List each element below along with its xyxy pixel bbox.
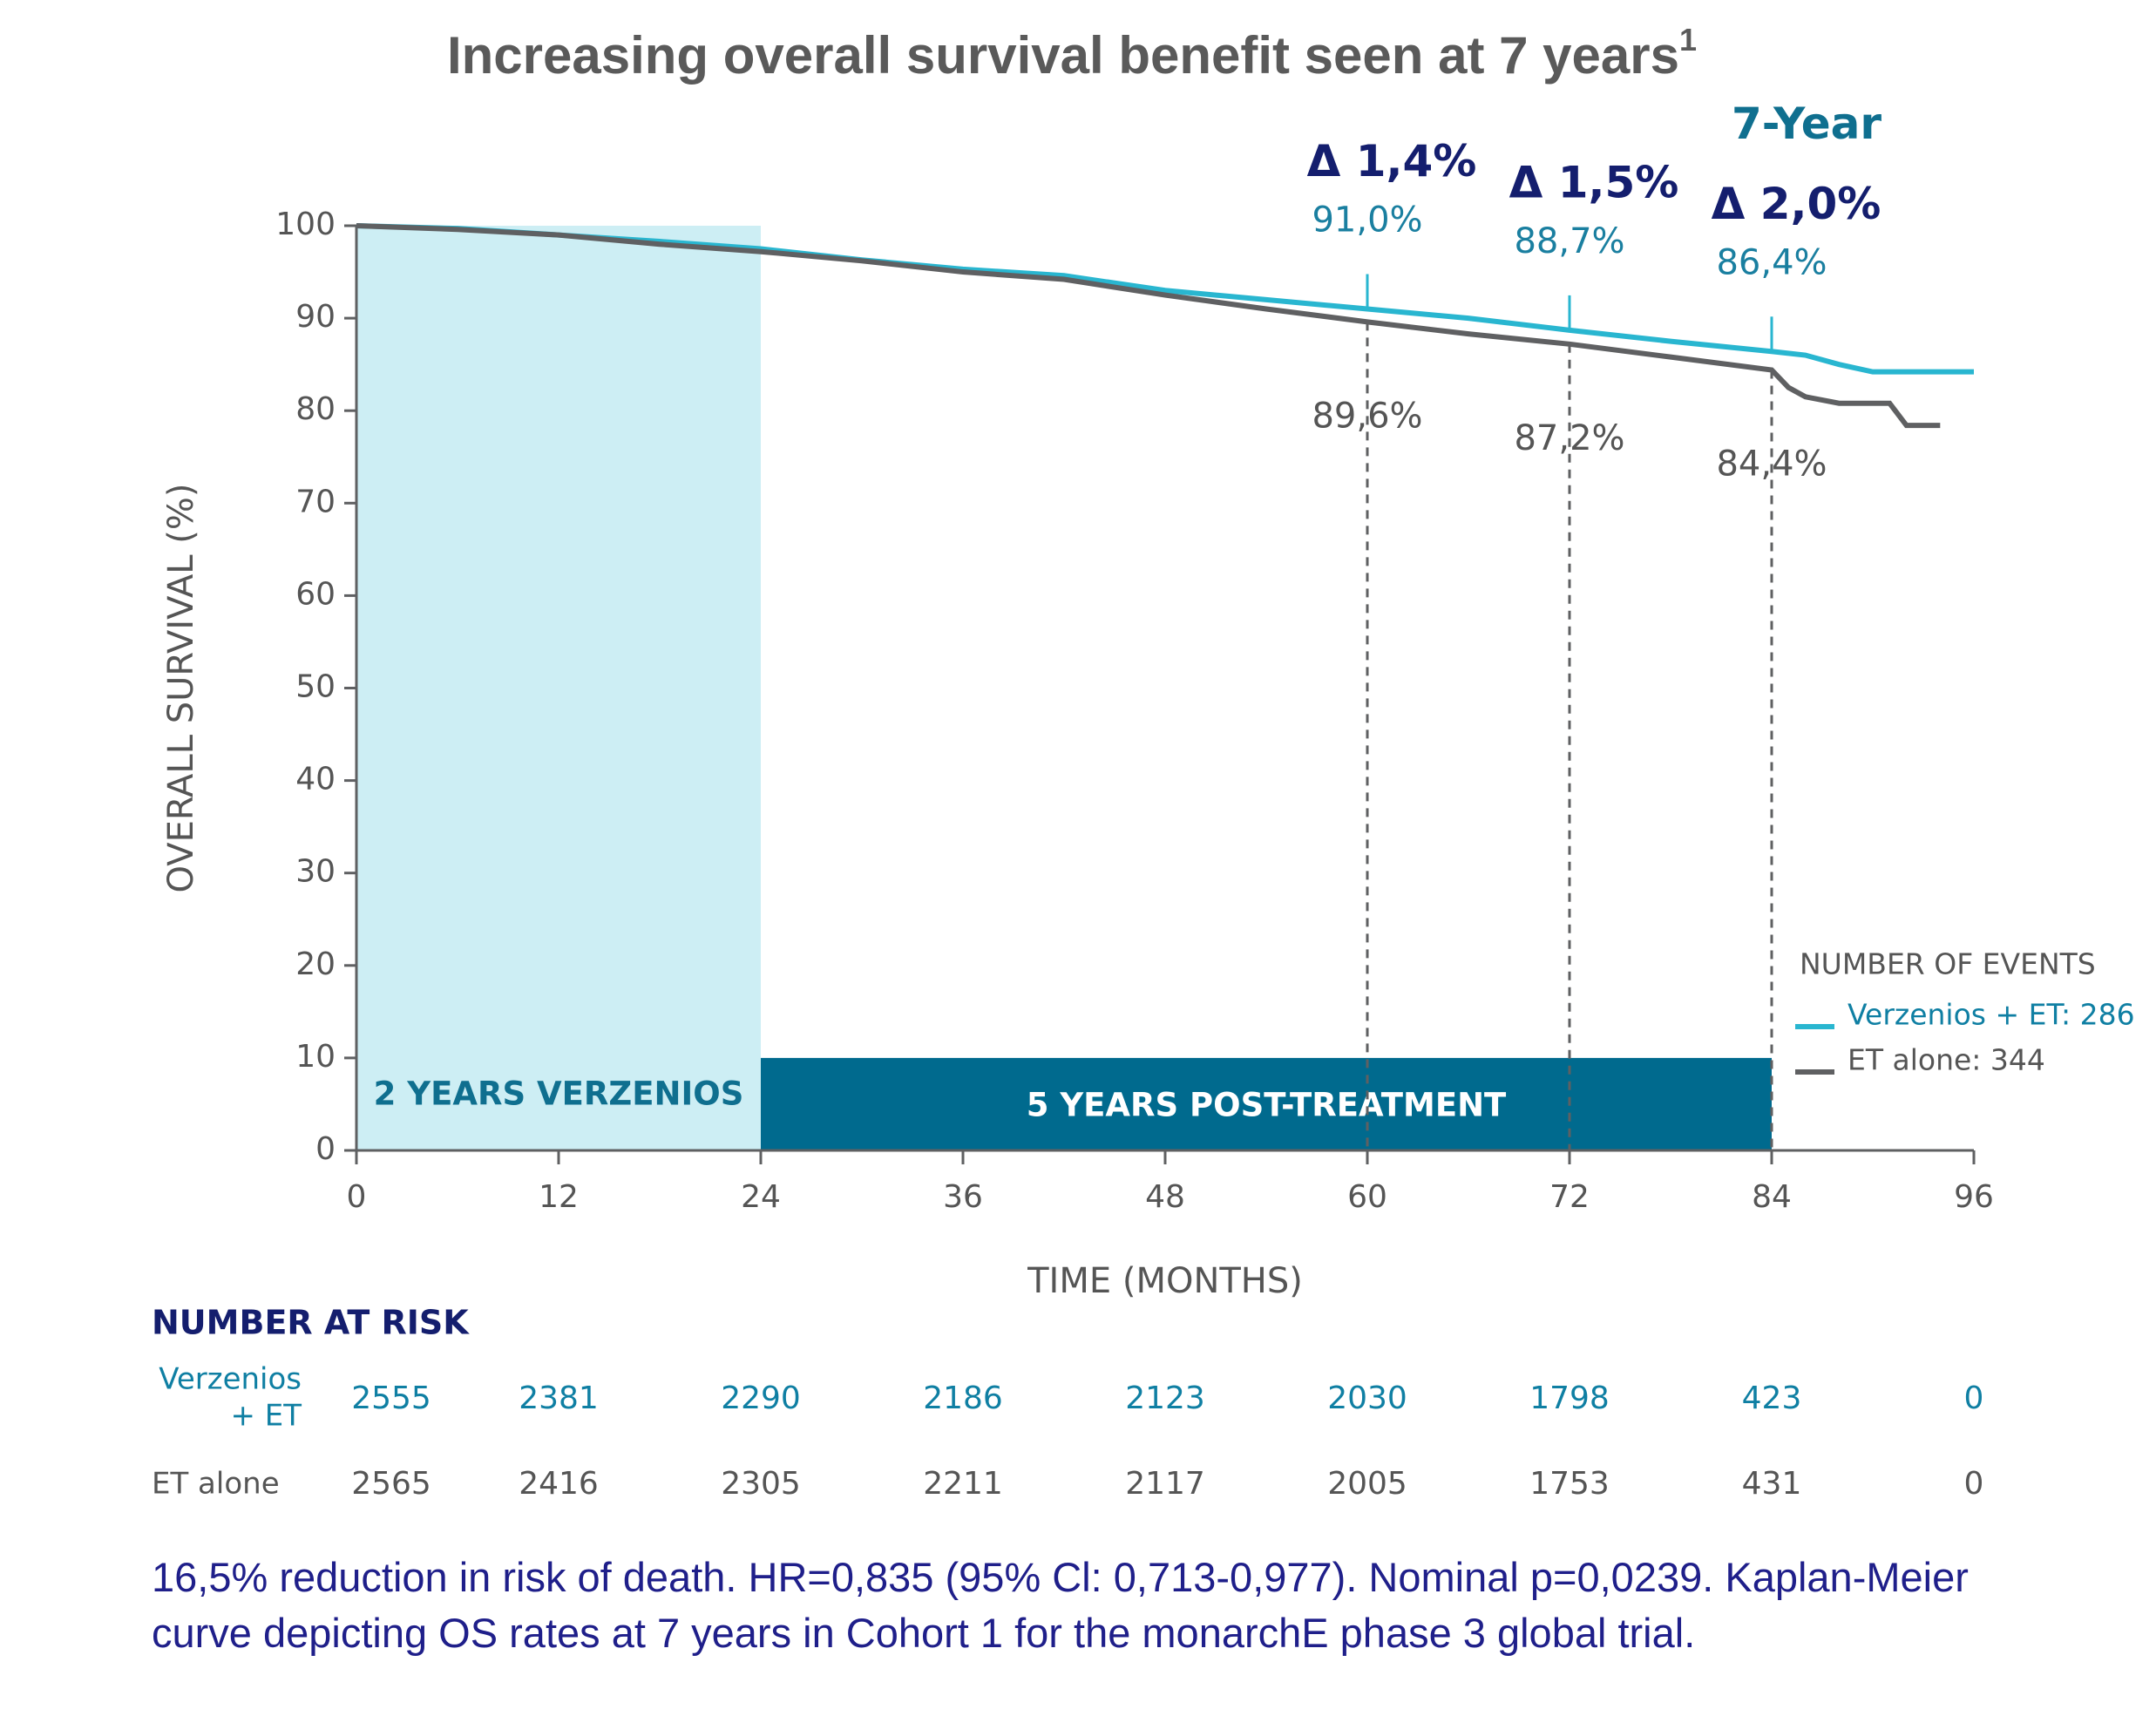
risk-value: 1798 — [1529, 1380, 1610, 1416]
y-tick-label: 40 — [295, 762, 336, 797]
legend-label: Verzenios + ET: 286 — [1848, 998, 2135, 1032]
y-tick-label: 0 — [315, 1131, 336, 1167]
period-band — [761, 1057, 1772, 1150]
x-tick-label: 96 — [1954, 1179, 1994, 1215]
risk-value: 2005 — [1327, 1466, 1407, 1502]
risk-row-label: + ET — [230, 1399, 302, 1434]
survival-curve — [356, 223, 1974, 375]
risk-title: NUMBER AT RISK — [152, 1304, 470, 1342]
risk-value: 2117 — [1125, 1466, 1205, 1502]
period-band — [356, 226, 761, 1150]
annotation-upper: 88,7% — [1514, 221, 1624, 261]
period-label: 5 YEARS POST-TREATMENT — [1027, 1087, 1507, 1124]
annotation-delta: Δ 1,5% — [1509, 157, 1679, 207]
x-tick-label: 24 — [741, 1179, 781, 1215]
x-tick-label: 48 — [1145, 1179, 1185, 1215]
y-tick-label: 20 — [295, 946, 336, 982]
risk-row-label: Verzenios — [159, 1362, 302, 1397]
title-text: Increasing overall survival benefit seen… — [447, 26, 1679, 85]
legend-label: ET alone: 344 — [1848, 1043, 2045, 1077]
x-tick-label: 0 — [347, 1179, 367, 1215]
y-tick-label: 90 — [295, 299, 336, 335]
annotation-lower: 87,2% — [1514, 418, 1624, 458]
y-axis-title: OVERALL SURVIVAL (%) — [161, 483, 201, 892]
risk-value: 2565 — [351, 1466, 431, 1502]
risk-value: 0 — [1964, 1380, 1984, 1416]
y-tick-label: 10 — [295, 1039, 336, 1075]
risk-value: 2123 — [1125, 1380, 1205, 1416]
risk-value: 2305 — [721, 1466, 801, 1502]
legend-title: NUMBER OF EVENTS — [1800, 947, 2096, 981]
annotation-delta: Δ 1,4% — [1307, 136, 1477, 187]
x-tick-label: 12 — [539, 1179, 579, 1215]
annotation-header: 7-Year — [1732, 98, 1881, 149]
period-label: 2 YEARS VERZENIOS — [374, 1075, 744, 1113]
y-tick-label: 60 — [295, 576, 336, 612]
risk-value: 431 — [1742, 1466, 1802, 1502]
risk-value: 0 — [1964, 1466, 1984, 1502]
x-axis-title: TIME (MONTHS) — [1027, 1261, 1303, 1301]
chart-title: Increasing overall survival benefit seen… — [447, 22, 1697, 85]
y-tick-label: 70 — [295, 484, 336, 519]
risk-value: 1753 — [1529, 1466, 1610, 1502]
annotation-lower: 89,6% — [1312, 396, 1422, 436]
risk-value: 2186 — [923, 1380, 1003, 1416]
x-tick-label: 60 — [1347, 1179, 1387, 1215]
risk-value: 2030 — [1327, 1380, 1407, 1416]
x-tick-label: 36 — [943, 1179, 983, 1215]
y-tick-label: 100 — [275, 207, 336, 242]
risk-value: 423 — [1742, 1380, 1802, 1416]
risk-value: 2555 — [351, 1380, 431, 1416]
x-tick-label: 84 — [1752, 1179, 1792, 1215]
y-tick-label: 50 — [295, 669, 336, 705]
y-tick-label: 80 — [295, 391, 336, 427]
annotation-upper: 86,4% — [1716, 242, 1827, 282]
risk-value: 2381 — [519, 1380, 599, 1416]
annotation-delta: Δ 2,0% — [1712, 179, 1881, 229]
title-note: 1 — [1679, 22, 1697, 58]
risk-value: 2416 — [519, 1466, 599, 1502]
annotation-upper: 91,0% — [1312, 200, 1422, 240]
footnote: 16,5% reduction in risk of death. HR=0,8… — [152, 1554, 1969, 1656]
x-tick-label: 72 — [1549, 1179, 1590, 1215]
risk-value: 2211 — [923, 1466, 1003, 1502]
annotation-lower: 84,4% — [1716, 444, 1827, 485]
risk-row-label: ET alone — [152, 1467, 280, 1502]
y-tick-label: 30 — [295, 854, 336, 890]
risk-value: 2290 — [721, 1380, 801, 1416]
